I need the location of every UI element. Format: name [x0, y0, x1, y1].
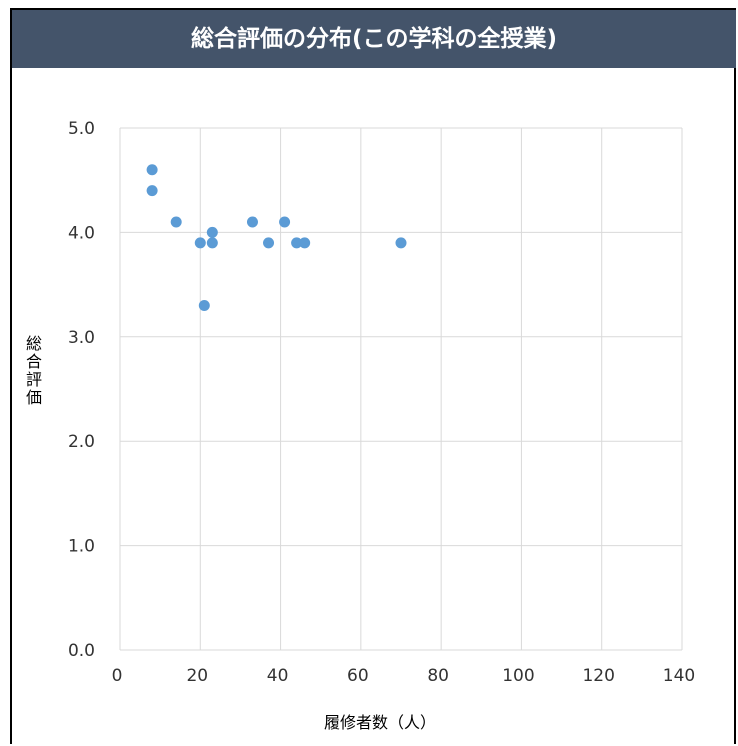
x-tick-label: 40 [267, 666, 289, 686]
data-point [146, 164, 158, 176]
data-point [291, 237, 303, 249]
grid-lines [119, 127, 683, 651]
data-point [194, 237, 206, 249]
y-tick-label: 5.0 [68, 119, 95, 139]
data-point [206, 237, 218, 249]
data-point [299, 237, 311, 249]
x-axis-title: 履修者数（人） [324, 713, 436, 732]
x-tick-label: 60 [347, 666, 369, 686]
data-point [263, 237, 275, 249]
x-tick-label: 80 [427, 666, 449, 686]
data-point [146, 185, 158, 197]
y-tick-label: 1.0 [68, 537, 95, 557]
data-point [395, 237, 407, 249]
y-tick-label: 0.0 [68, 641, 95, 661]
y-tick-label: 4.0 [68, 223, 95, 243]
data-points [146, 164, 407, 311]
chart-header: 総合評価の分布(この学科の全授業) [12, 10, 736, 68]
data-point [206, 226, 218, 238]
chart-frame [10, 8, 736, 744]
x-tick-label: 0 [112, 666, 123, 686]
tick-labels: 0.0 1.0 2.0 3.0 4.0 5.0 0 20 40 60 80 100 120 140 [68, 119, 695, 686]
data-point [279, 216, 291, 228]
x-tick-label: 140 [663, 666, 695, 686]
y-tick-label: 3.0 [68, 328, 95, 348]
x-tick-label: 120 [582, 666, 614, 686]
chart-title: 総合評価の分布(この学科の全授業) [190, 26, 558, 52]
y-axis-title: 総合評価 [26, 334, 42, 407]
x-tick-label: 100 [502, 666, 534, 686]
data-point [170, 216, 182, 228]
data-point [246, 216, 258, 228]
data-point [198, 299, 210, 311]
y-tick-label: 2.0 [68, 432, 95, 452]
x-tick-label: 20 [186, 666, 208, 686]
